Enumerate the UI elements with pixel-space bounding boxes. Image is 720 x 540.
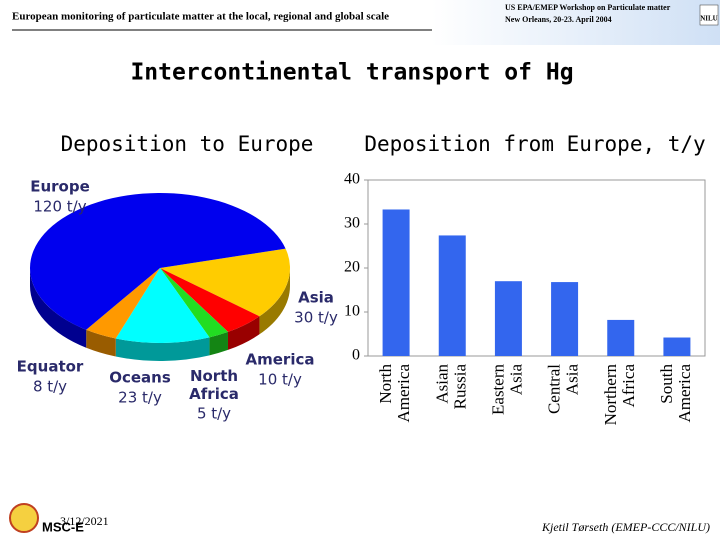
footer-date: 3/12/2021 [60,514,109,528]
pie-title: Deposition to Europe [61,132,314,156]
pie-slice-side [86,329,116,357]
msce-logo: MSC-E [42,519,84,534]
nilu-logo: NILU [700,15,718,23]
pie-slice [29,193,286,330]
pie-value-label: 8 t/y [33,378,67,396]
pie-label: North Africa [189,367,239,403]
pie-label: Equator [17,358,84,376]
plot-frame [367,179,706,357]
x-tick-label: CentralAsia [544,364,581,414]
x-tick-label: SouthAmerica [657,364,694,423]
x-tick-label: EasternAsia [488,364,525,415]
pie-slice [160,268,260,332]
bar [551,282,579,356]
x-tick-label: NorthernAfrica [601,364,638,426]
pie-slice-side [29,268,87,348]
msce-logo-icon [9,503,39,533]
header-right-2: New Orleans, 20-23. April 2004 [505,15,612,24]
y-tick-label: 10 [344,303,360,320]
y-tick-label: 40 [344,171,360,188]
nilu-logo-box [699,4,719,26]
pie-slice-side [259,268,290,335]
y-tick-label: 0 [352,347,360,364]
pie-slice [86,268,160,339]
bar [663,337,691,356]
x-tick-label: NorthAmerica [376,364,413,423]
pie-value-label: 10 t/y [258,371,302,389]
pie-value-label: 23 t/y [118,389,162,407]
footer-author: Kjetil Tørseth (EMEP-CCC/NILU) [541,520,710,534]
bar-title: Deposition from Europe, t/y [364,132,705,156]
bar [494,281,522,356]
pie-slice [115,268,210,343]
pie-label: America [246,351,315,369]
pie-label: Oceans [109,369,171,387]
pie-slice-side [115,337,210,361]
bar [607,319,635,356]
bar [438,235,466,356]
x-tick-label: AsianRussia [432,364,469,410]
pie-slice-side [227,316,260,350]
y-tick-label: 20 [344,259,360,276]
header-right-1: US EPA/EMEP Workshop on Particulate matt… [505,3,671,12]
pie-value-label: 30 t/y [294,309,338,327]
y-tick-label: 30 [344,215,360,232]
pie-value-label: 5 t/y [197,405,231,423]
pie-label: Asia [298,289,334,307]
pie-slice [160,248,290,317]
header-left: European monitoring of particulate matte… [12,11,389,23]
pie-label: Europe [30,178,90,196]
pie-slice-side [209,331,228,356]
slide-title: Intercontinental transport of Hg [130,60,573,86]
pie-value-label: 120 t/y [33,198,86,216]
pie-slice [160,268,228,338]
header-band [0,0,720,45]
bar [382,209,410,356]
